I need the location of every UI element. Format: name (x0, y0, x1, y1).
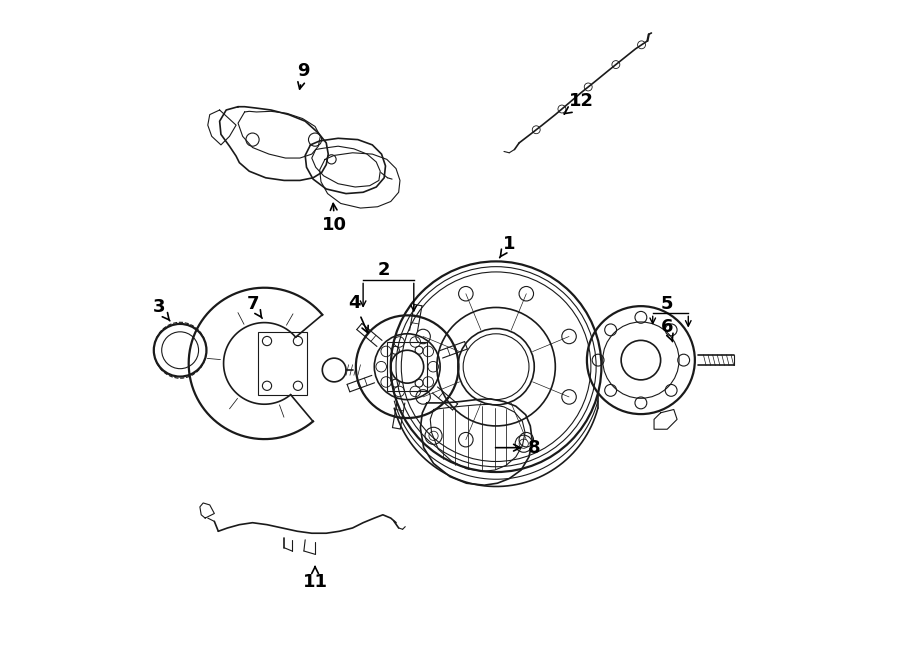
Circle shape (637, 41, 645, 49)
Text: 4: 4 (348, 294, 368, 333)
Text: 9: 9 (298, 61, 310, 89)
Bar (257, 332, 307, 395)
Text: 3: 3 (153, 299, 170, 321)
Circle shape (584, 83, 592, 91)
Text: 1: 1 (500, 235, 516, 258)
Text: 12: 12 (564, 93, 594, 114)
Text: 6: 6 (661, 318, 673, 342)
Text: 11: 11 (302, 566, 328, 591)
Text: 10: 10 (322, 204, 347, 234)
Text: 5: 5 (661, 295, 673, 313)
Text: 8: 8 (496, 439, 540, 457)
Circle shape (532, 126, 540, 134)
Text: 7: 7 (247, 295, 262, 318)
Circle shape (558, 105, 566, 113)
Circle shape (612, 61, 620, 69)
Text: 2: 2 (378, 261, 391, 279)
